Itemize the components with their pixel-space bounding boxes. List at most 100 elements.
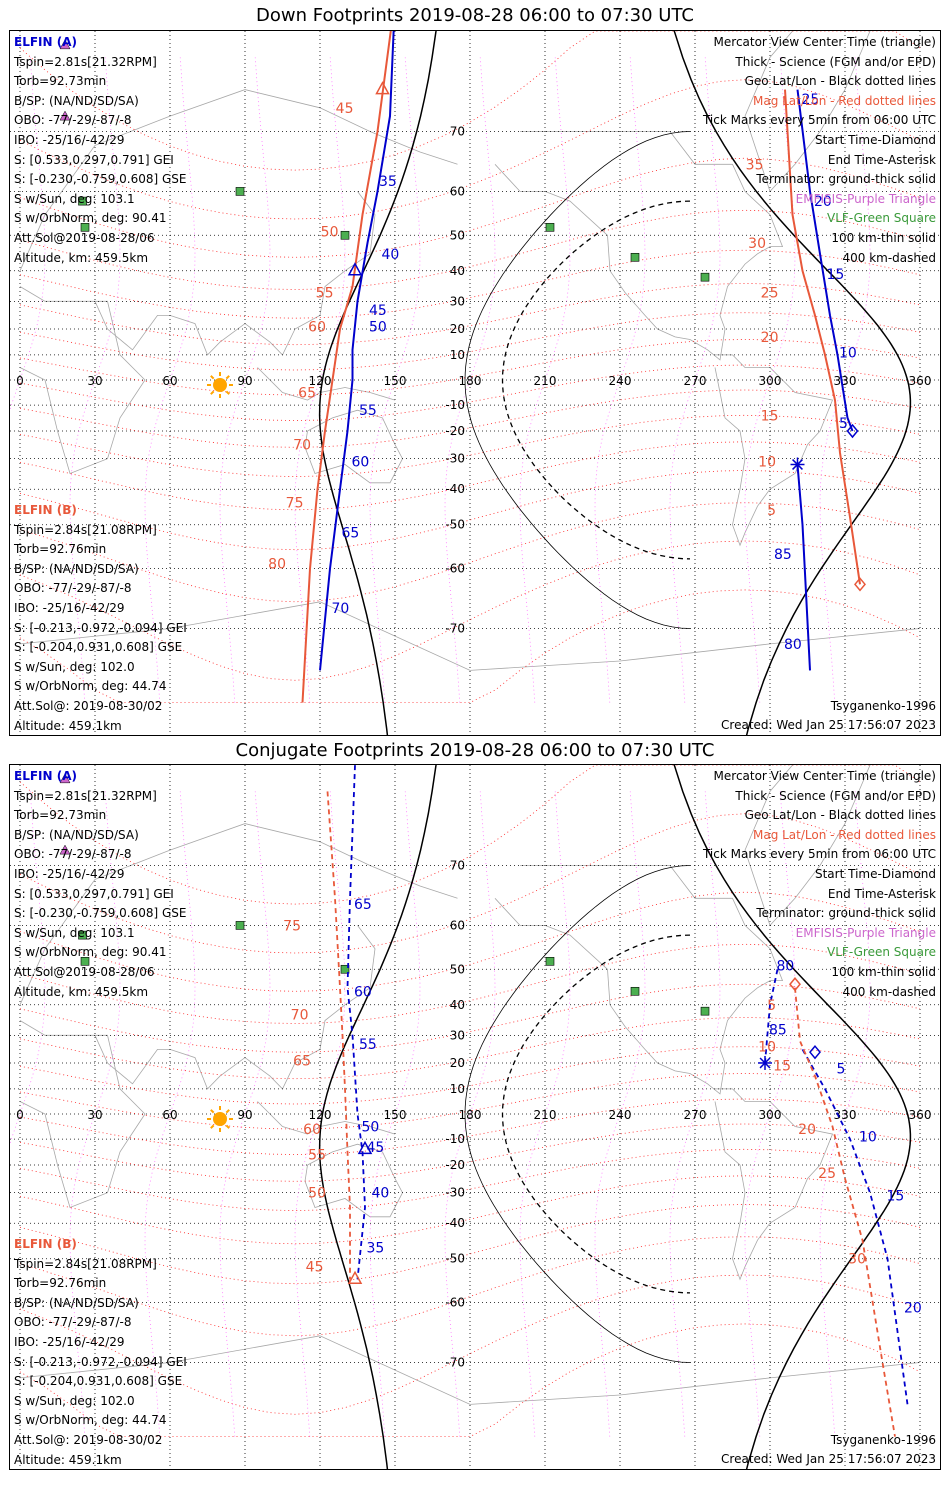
track-a-tick-label: 80 [784, 637, 802, 653]
track-a-line [319, 31, 395, 671]
elfin-a-info: ELFIN (A) Tspin=2.81s[21.32RPM] Torb=92.… [14, 33, 187, 268]
lon-tick-label: 90 [237, 374, 252, 388]
track-a-line [801, 1048, 909, 1405]
geo-grid [10, 31, 940, 735]
lat-tick-label: 60 [450, 918, 465, 932]
mag-latitude-line [19, 1073, 921, 1130]
lon-tick-label: 300 [759, 1108, 782, 1122]
track-a-tick-label: 50 [369, 319, 387, 335]
info-line: S w/Sun, deg: 103.1 [14, 925, 135, 940]
mag-latitude-line [19, 765, 921, 905]
legend-line: 400 km-dashed [842, 984, 936, 999]
lon-tick-label: 30 [87, 374, 102, 388]
emfisis-triangle [59, 110, 71, 121]
track-a-tick-label: 55 [359, 403, 377, 419]
track-b-tick-label: 45 [306, 1260, 324, 1276]
lat-tick-label: -60 [445, 562, 465, 576]
created-label: Created: Wed Jan 25 17:56:07 2023 [721, 1452, 936, 1466]
track-b-tick-label: 35 [746, 157, 764, 173]
land-outline [19, 89, 458, 271]
mag-grid [10, 31, 921, 703]
track-a-line [796, 464, 811, 671]
land-outline [494, 131, 784, 361]
info-line: B/SP: (NA/ND/SD/SA) [14, 1295, 139, 1310]
track-a-tick-label: 15 [827, 267, 845, 283]
lon-tick-label: 150 [384, 1108, 407, 1122]
track-a-tick-label: 15 [887, 1189, 905, 1205]
legend-line: VLF-Green Square [827, 211, 936, 226]
mag-latitude-line [19, 249, 921, 319]
legend-line: Tick Marks every 5min from 06:00 UTC [702, 847, 936, 862]
terminator [318, 765, 912, 1469]
track-a-tick-label: 35 [367, 1240, 385, 1256]
lat-tick-label: -50 [445, 1252, 465, 1266]
track-a-end-asterisk [759, 1057, 771, 1069]
track-b-tick-label: 50 [308, 1186, 326, 1202]
track-a-end-asterisk [792, 459, 803, 470]
info-line: OBO: -77/-29/-87/-8 [14, 581, 132, 596]
mag-latitude-line [19, 1175, 921, 1245]
elfin-b-info: ELFIN (B) Tspin=2.84s[21.08RPM] Torb=92.… [14, 1235, 187, 1469]
mag-latitude-line [19, 441, 921, 511]
info-line: Att.Sol@: 2019-08-30/02 [14, 698, 163, 713]
track-b-start-diamond [854, 577, 866, 592]
legend-line: Mag Lat/Lon - Red dotted lines [752, 93, 936, 108]
legend-line: Geo Lat/Lon - Black dotted lines [744, 74, 936, 89]
info-line: Altitude, km: 459.5km [14, 250, 149, 265]
sun-ray [225, 375, 230, 380]
track-a-start-diamond [846, 423, 859, 439]
lon-tick-label: 270 [684, 374, 707, 388]
track-a-tick-label: 45 [369, 303, 387, 319]
lat-tick-label: -50 [445, 518, 465, 532]
info-line: IBO: -25/16/-42/29 [14, 1334, 125, 1349]
track-a-tick-label: 10 [839, 345, 857, 361]
elfin-a-info: ELFIN (A) Tspin=2.81s[21.32RPM] Torb=92.… [14, 767, 187, 1002]
vlf-station-square [545, 223, 555, 232]
vlf-station-square [630, 986, 640, 996]
legend-line: Mag Lat/Lon - Red dotted lines [752, 827, 936, 842]
lat-tick-label: -60 [445, 1296, 465, 1310]
track-b-tick-label: 20 [761, 330, 779, 346]
vlf-station-square [630, 252, 640, 262]
mag-latitude-line [19, 312, 921, 371]
lon-tick-label: 120 [309, 1108, 332, 1122]
info-line: S: [-0.230,-0.759,0.608] GSE [14, 906, 187, 921]
track-b-tick-label: 75 [283, 918, 301, 934]
land-outline [19, 286, 146, 475]
lat-tick-label: 20 [450, 322, 465, 336]
lon-tick-label: 150 [384, 374, 407, 388]
track-b-tick-label: 5 [767, 998, 776, 1014]
info-line: Tspin=2.81s[21.32RPM] [14, 788, 157, 803]
track-a-tick-label: 20 [904, 1301, 922, 1317]
track-b-center-triangle [347, 1270, 363, 1285]
legend-line: End Time-Asterisk [827, 152, 936, 167]
land-outline [19, 823, 458, 1005]
legend-line: Mercator View Center Time (triangle) [713, 35, 936, 49]
mag-latitude-line [19, 31, 921, 171]
info-line: S: [0.533,0.297,0.791] GEI [14, 152, 174, 167]
track-b-center-triangle [375, 81, 390, 95]
lat-tick-label: 30 [450, 1028, 465, 1042]
legend-line: VLF-Green Square [827, 945, 936, 960]
sun-ray [225, 1124, 230, 1129]
track-b-tick-label: 15 [773, 1059, 791, 1075]
lat-tick-label: -30 [445, 452, 465, 466]
track-a-tick-label: 35 [379, 174, 397, 190]
info-line: S w/Sun, deg: 103.1 [14, 191, 135, 206]
lat-tick-label: 50 [450, 228, 465, 242]
info-line: Tspin=2.84s[21.08RPM] [14, 522, 157, 537]
lat-tick-label: -40 [445, 1216, 465, 1230]
emfisis-triangle [59, 39, 71, 50]
sun-icon [213, 1111, 227, 1126]
lon-tick-label: 0 [16, 374, 24, 388]
terminator-line [318, 31, 437, 735]
mag-latitude-line [19, 983, 921, 1053]
legend-line: Tick Marks every 5min from 06:00 UTC [702, 113, 936, 128]
track-a-tick-label: 20 [814, 194, 832, 210]
info-line: Torb=92.73min [14, 74, 107, 89]
created-label: Created: Wed Jan 25 17:56:07 2023 [721, 718, 936, 732]
vlf-station-square [235, 187, 245, 196]
legend-line: 100 km-thin solid [831, 964, 936, 979]
lon-tick-label: 240 [609, 1108, 632, 1122]
lat-tick-label: -30 [445, 1186, 465, 1200]
